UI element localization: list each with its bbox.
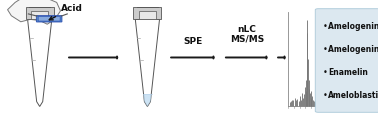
Polygon shape [143,94,152,106]
Text: Ameloblastin: Ameloblastin [328,91,378,100]
Polygon shape [135,19,160,106]
Text: •: • [323,45,328,54]
Text: Enamelin: Enamelin [328,68,368,77]
Text: nLC
MS/MS: nLC MS/MS [230,25,264,44]
FancyBboxPatch shape [26,7,54,19]
Polygon shape [28,19,52,106]
FancyBboxPatch shape [139,11,156,19]
FancyBboxPatch shape [133,7,161,19]
FancyBboxPatch shape [315,9,378,112]
FancyBboxPatch shape [38,16,60,21]
Text: Acid: Acid [49,4,83,20]
Text: •: • [323,91,328,100]
FancyBboxPatch shape [31,11,48,19]
Text: •: • [323,68,328,77]
Text: SPE: SPE [183,37,202,46]
Text: •: • [323,22,328,31]
Text: Amelogenin X: Amelogenin X [328,22,378,31]
Polygon shape [8,0,60,24]
FancyBboxPatch shape [36,15,62,22]
Text: Amelogenin Y: Amelogenin Y [328,45,378,54]
